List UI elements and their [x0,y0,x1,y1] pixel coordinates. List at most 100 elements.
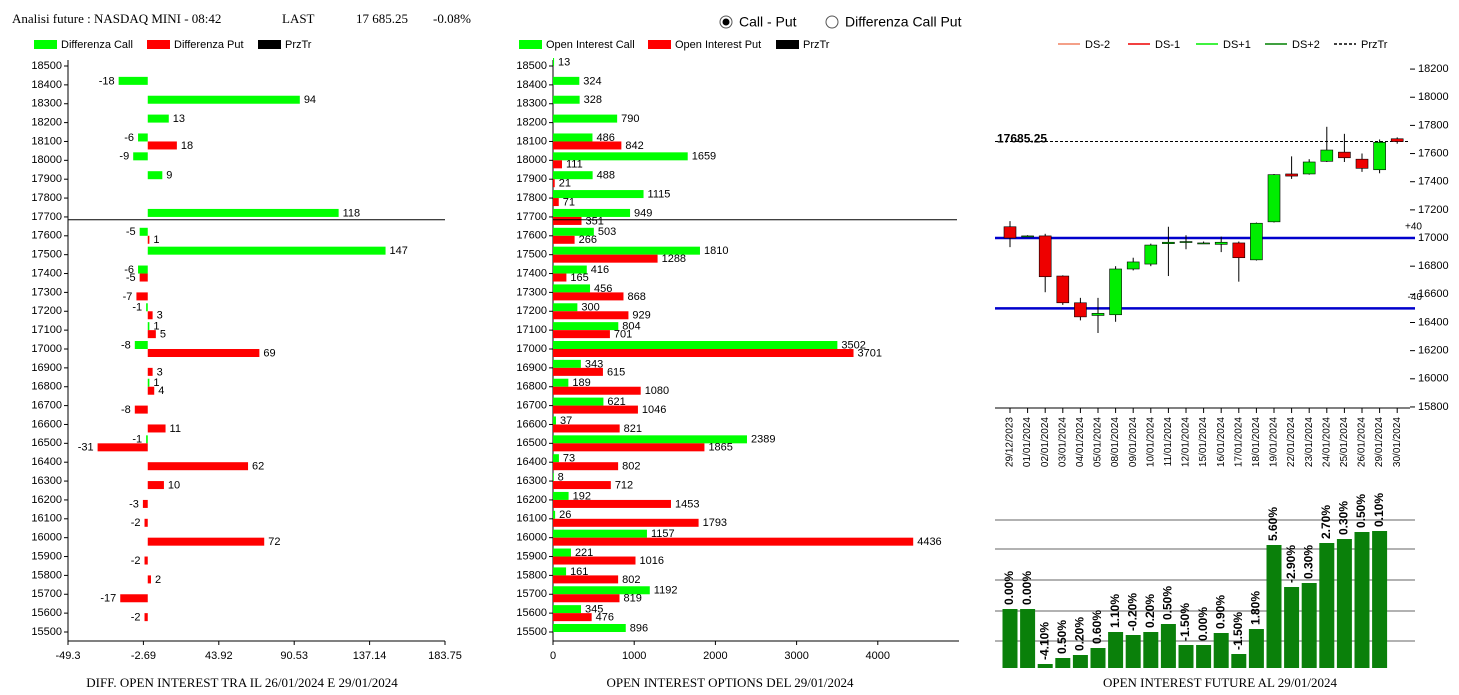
value-label: 11 [170,423,181,435]
value-label: -1 [132,302,142,314]
change-label: 0.00% [1020,571,1034,605]
x-tick-label: 4000 [866,650,890,662]
value-label: 266 [579,234,597,246]
bar [553,341,838,349]
bar [1108,632,1124,668]
value-label: 343 [585,358,603,370]
value-label: 1865 [708,442,732,454]
legend-label: Differenza Call [61,39,133,51]
change-label: 1.80% [1249,591,1263,625]
bar [553,273,567,282]
bar [553,405,638,414]
x-tick-label: 01/01/2024 [1022,417,1033,467]
y-tick-label: 16000 [31,532,62,544]
bar [553,473,554,482]
bar [139,227,148,236]
value-label: -1 [132,434,142,446]
bar [1354,532,1370,668]
bar [147,424,166,433]
y-tick-label: 16100 [31,513,62,525]
y-tick-label: 17200 [516,305,547,317]
x-tick-label: -2.69 [131,650,156,662]
value-label: 221 [575,547,593,559]
change-label: 0.50% [1354,494,1368,528]
value-label: 802 [622,461,640,473]
radio-label[interactable]: Call - Put [739,14,797,30]
value-label: 3701 [858,347,882,359]
value-label: 821 [624,423,642,435]
radio[interactable] [825,15,839,29]
value-label: 10 [168,479,180,491]
bar [147,141,177,150]
value-label: 69 [263,347,275,359]
bar [553,416,557,425]
bar [553,349,854,357]
y-tick-label: 16600 [31,418,62,430]
change-label: 0.50% [1055,620,1069,654]
bar [147,481,164,490]
value-label: 324 [583,75,601,87]
radio-label[interactable]: Differenza Call Put [845,14,962,30]
bar [147,235,150,244]
bar [144,556,148,565]
y-tick-label: 16500 [516,437,547,449]
bar [553,548,571,557]
value-label: 842 [625,140,643,152]
bar [1266,545,1282,668]
y-tick-label: 17700 [516,211,547,223]
legend-label: Open Interest Put [675,39,761,51]
value-label: -5 [126,226,136,238]
y-tick-label: 16400 [516,456,547,468]
y-tick-label: 17500 [31,249,62,261]
bar [134,341,148,349]
value-label: 351 [586,215,604,227]
y-tick-label: 17800 [516,192,547,204]
legend-label: Differenza Put [174,39,244,51]
value-label: 300 [581,302,599,314]
bar [147,95,300,104]
x-tick-label: 29/01/2024 [1374,417,1385,467]
candle-body [1038,235,1052,278]
bar [147,367,153,376]
y-tick-label: 15800 [31,569,62,581]
bar [1231,654,1247,668]
change-label: 0.20% [1143,594,1157,628]
y-tick-label: 18000 [31,154,62,166]
value-label: -6 [124,132,134,144]
y-tick-label: 15600 [31,607,62,619]
x-tick-label: 2000 [703,650,727,662]
bar [147,322,150,331]
y-tick-label: 17600 [516,230,547,242]
y-tick-label: 16400 [1418,316,1449,328]
value-label: 2389 [751,434,775,446]
y-tick-label: 16900 [31,362,62,374]
bar [553,95,580,104]
legend-label: DS-1 [1155,39,1180,51]
value-label: 9 [166,170,172,182]
bar [134,405,148,414]
value-label: 701 [614,329,632,341]
candle-body [1250,222,1263,261]
value-label: 165 [570,272,588,284]
y-tick-label: 16000 [516,532,547,544]
bar [138,265,148,274]
y-tick-label: 15900 [516,550,547,562]
y-tick-label: 15500 [31,626,62,638]
bar [553,198,559,207]
x-tick-label: 29/12/2023 [1005,417,1016,467]
bar [1055,658,1071,668]
value-label: 486 [596,132,614,144]
bar [553,265,587,274]
bar [147,537,265,546]
bar [553,171,593,180]
bar [553,462,619,471]
value-label: 804 [622,321,640,333]
bar [1319,543,1335,668]
legend-label: PrzTr [803,39,830,51]
value-label: -6 [124,264,134,276]
x-tick-label: 05/01/2024 [1093,417,1104,467]
y-tick-label: 16800 [1418,260,1449,272]
x-tick-label: 12/01/2024 [1181,417,1192,467]
last-label: LAST [282,11,315,26]
legend-swatch [147,40,170,49]
